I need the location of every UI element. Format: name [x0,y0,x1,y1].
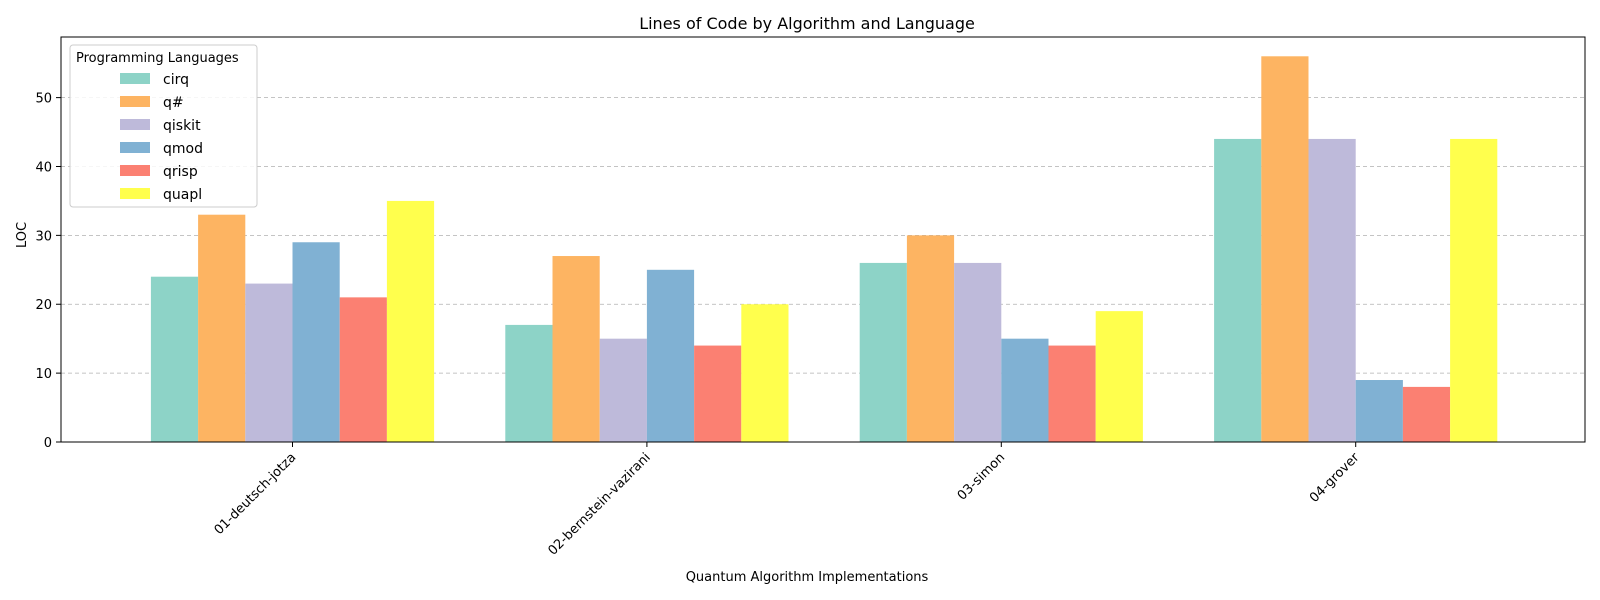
bar-qrisp-2 [694,345,742,442]
bar-qrisp-1 [339,297,387,442]
bar-qiskit-1 [245,283,293,442]
bar-quapl-2 [741,304,789,442]
bars [150,56,1498,443]
bar-cirq-3 [859,262,907,442]
legend-label: qiskit [163,118,201,134]
legend-box [69,44,258,208]
bar-cirq-4 [1214,138,1262,442]
bar-q-2 [552,256,600,442]
y-tick-label: 40 [35,160,52,175]
bar-q-4 [1261,56,1309,443]
bar-cirq-1 [150,276,199,442]
legend-swatch [120,165,150,176]
bar-quapl-1 [386,200,435,442]
y-tick-label: 50 [35,92,52,107]
y-axis-title: LOC [15,222,30,248]
legend-title: Programming Languages [76,51,239,66]
legend-label: quapl [163,187,202,203]
bar-qmod-4 [1355,380,1403,442]
y-tick-label: 20 [35,298,52,313]
x-tick-label: 02-bernstein-vazirani [545,450,653,558]
plot-frame [60,36,1586,443]
bar-cirq-2 [505,324,553,442]
legend-label: qmod [163,141,203,157]
bar-qiskit-3 [954,262,1002,442]
x-axis-title: Quantum Algorithm Implementations [686,570,929,585]
bar-quapl-4 [1450,138,1498,442]
bar-qmod-3 [1001,338,1049,442]
legend-label: q# [163,95,184,111]
bar-q-3 [906,235,955,442]
legend-swatch [120,96,150,107]
x-axis-ticks: 01-deutsch-jotza 02-bernstein-vazirani 03-… [212,442,1363,559]
y-tick-label: 10 [35,367,52,382]
y-axis-ticks: 0 10 20 30 40 50 [35,92,61,451]
bar-qrisp-4 [1402,386,1451,442]
legend-label: qrisp [163,164,198,180]
bar-qiskit-2 [599,338,647,442]
x-tick-label: 04-grover [1307,450,1363,506]
legend-label: cirq [163,72,189,88]
legend-swatch [120,73,150,84]
bar-q-1 [198,214,246,442]
bar-qmod-1 [292,242,340,442]
y-tick-label: 0 [44,436,52,451]
legend-swatch [120,142,150,153]
legend-swatch [120,188,150,199]
x-tick-label: 03-simon [955,450,1008,503]
x-tick-label: 01-deutsch-jotza [212,450,300,538]
bar-quapl-3 [1095,311,1143,442]
legend-swatch [120,119,150,130]
bar-qrisp-3 [1048,345,1096,442]
bar-qmod-2 [646,269,695,442]
y-tick-label: 30 [35,229,52,244]
chart-title: Lines of Code by Algorithm and Language [639,14,975,33]
bar-qiskit-4 [1308,138,1356,442]
legend: Programming Languages cirq q# qiskit qmod qri… [69,44,258,208]
